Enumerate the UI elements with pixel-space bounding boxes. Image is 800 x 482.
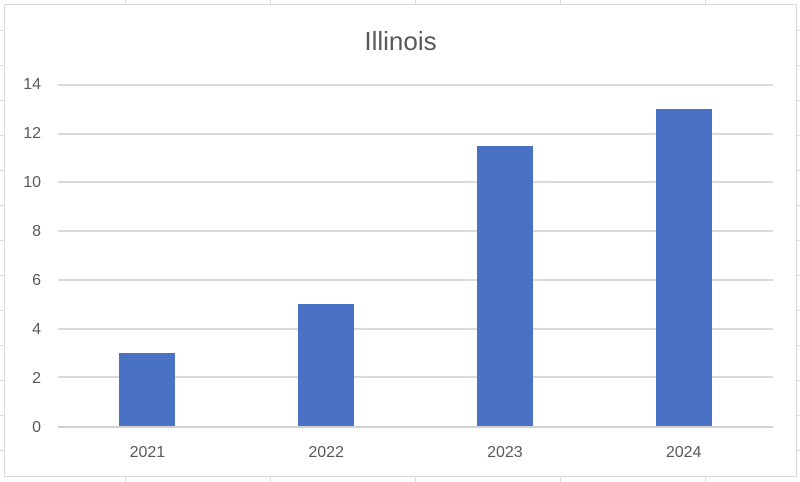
x-tick-label-2023: 2023 — [487, 444, 523, 461]
gridline-y-12 — [58, 132, 773, 135]
bar-2022[interactable] — [298, 304, 355, 426]
x-tick-label-2024: 2024 — [665, 444, 702, 461]
y-tick-label-14: 14 — [23, 76, 41, 93]
x-axis-labels: 2021 2022 2023 2024 — [58, 438, 773, 462]
gridline-y-4 — [58, 327, 773, 330]
y-tick-label-0: 0 — [32, 419, 41, 436]
y-tick-label-10: 10 — [23, 174, 41, 191]
plot-area — [58, 84, 773, 428]
y-tick-label-4: 4 — [32, 321, 41, 338]
gridline-y-14 — [58, 84, 773, 86]
gridline-y-6 — [58, 278, 773, 281]
bar-2024[interactable] — [655, 109, 712, 426]
y-tick-label-6: 6 — [32, 272, 41, 289]
y-tick-label-8: 8 — [32, 223, 41, 240]
gridline-y-8 — [58, 230, 773, 233]
bar-2021[interactable] — [119, 352, 176, 426]
y-tick-label-12: 12 — [23, 125, 41, 142]
gridline-y-2 — [58, 376, 773, 379]
bar-2023[interactable] — [476, 145, 533, 426]
chart-object[interactable]: Illinois 0 2 4 6 8 10 12 14 2021 2022 2023 2024 — [4, 4, 797, 477]
chart-title: Illinois — [364, 26, 437, 56]
gridline-y-10 — [58, 181, 773, 184]
y-tick-label-2: 2 — [32, 370, 41, 387]
y-axis-labels: 0 2 4 6 8 10 12 14 — [5, 76, 41, 436]
x-tick-label-2021: 2021 — [129, 444, 166, 461]
x-tick-label-2022: 2022 — [308, 444, 344, 461]
